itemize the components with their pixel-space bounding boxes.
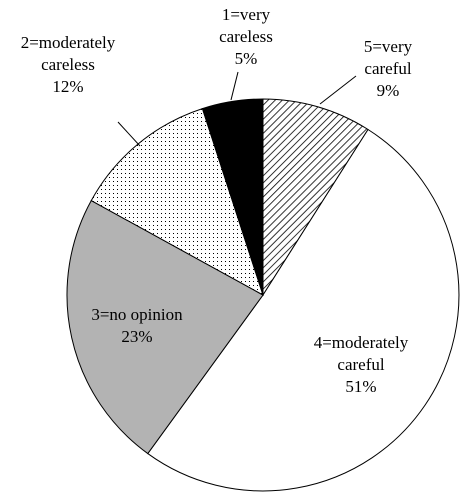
- pie-slice-3: [66, 199, 264, 455]
- slice-label-1: 5=very careful 9%: [364, 37, 413, 100]
- slice-label-line: 9%: [377, 81, 400, 100]
- slice-label-line: careful: [337, 355, 384, 374]
- slice-label-4: 2=moderately careless 12%: [21, 33, 116, 96]
- slice-label-line: 5=very: [364, 37, 413, 56]
- slice-label-line: 5%: [235, 49, 258, 68]
- slice-label-line: careful: [364, 59, 411, 78]
- slice-label-3: 3=no opinion 23%: [91, 305, 183, 346]
- pie-slice-1: [262, 98, 369, 297]
- pie-slice-2: [147, 128, 460, 492]
- slice-label-line: 4=moderately: [314, 333, 409, 352]
- leader-line-5: [230, 71, 239, 101]
- slice-label-line: 51%: [345, 377, 376, 396]
- slice-label-line: 1=very: [222, 5, 271, 24]
- slice-label-line: 12%: [52, 77, 83, 96]
- slice-label-5: 1=very careless 5%: [219, 5, 273, 68]
- pie-slice-5: [201, 98, 264, 296]
- slice-label-2: 4=moderately careful 51%: [314, 333, 409, 396]
- leader-line-1: [319, 75, 357, 105]
- slice-label-line: careless: [219, 27, 273, 46]
- slice-label-line: 23%: [121, 327, 152, 346]
- slice-label-line: 3=no opinion: [91, 305, 183, 324]
- slice-label-line: 2=moderately: [21, 33, 116, 52]
- slice-label-line: careless: [41, 55, 95, 74]
- leader-line-4: [117, 121, 141, 147]
